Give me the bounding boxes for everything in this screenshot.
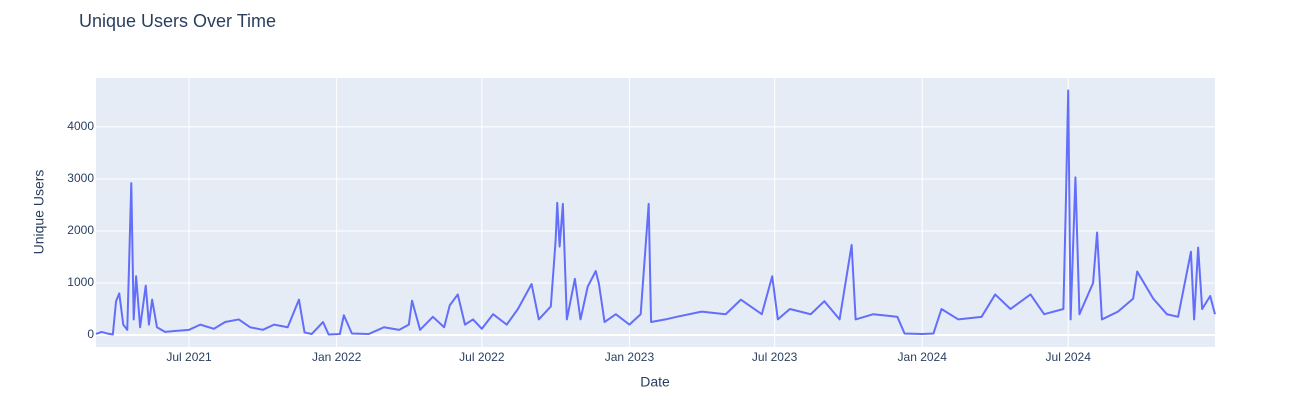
y-tick-label: 0 — [87, 327, 94, 341]
plot-area — [96, 78, 1215, 347]
x-tick-label: Jul 2021 — [166, 350, 212, 364]
y-axis-title: Unique Users — [31, 170, 47, 255]
y-tick-label: 2000 — [67, 223, 94, 237]
y-tick-label: 3000 — [67, 171, 94, 185]
x-tick-label: Jul 2022 — [459, 350, 505, 364]
y-tick-label: 1000 — [67, 275, 94, 289]
x-tick-label: Jan 2023 — [605, 350, 655, 364]
data-line — [95, 89, 1216, 336]
x-axis-title: Date — [640, 374, 670, 390]
x-tick-label: Jul 2023 — [752, 350, 798, 364]
x-tick-label: Jan 2022 — [312, 350, 362, 364]
y-tick-label: 4000 — [67, 119, 94, 133]
x-tick-label: Jan 2024 — [898, 350, 948, 364]
chart-title: Unique Users Over Time — [79, 11, 276, 31]
x-tick-label: Jul 2024 — [1046, 350, 1092, 364]
